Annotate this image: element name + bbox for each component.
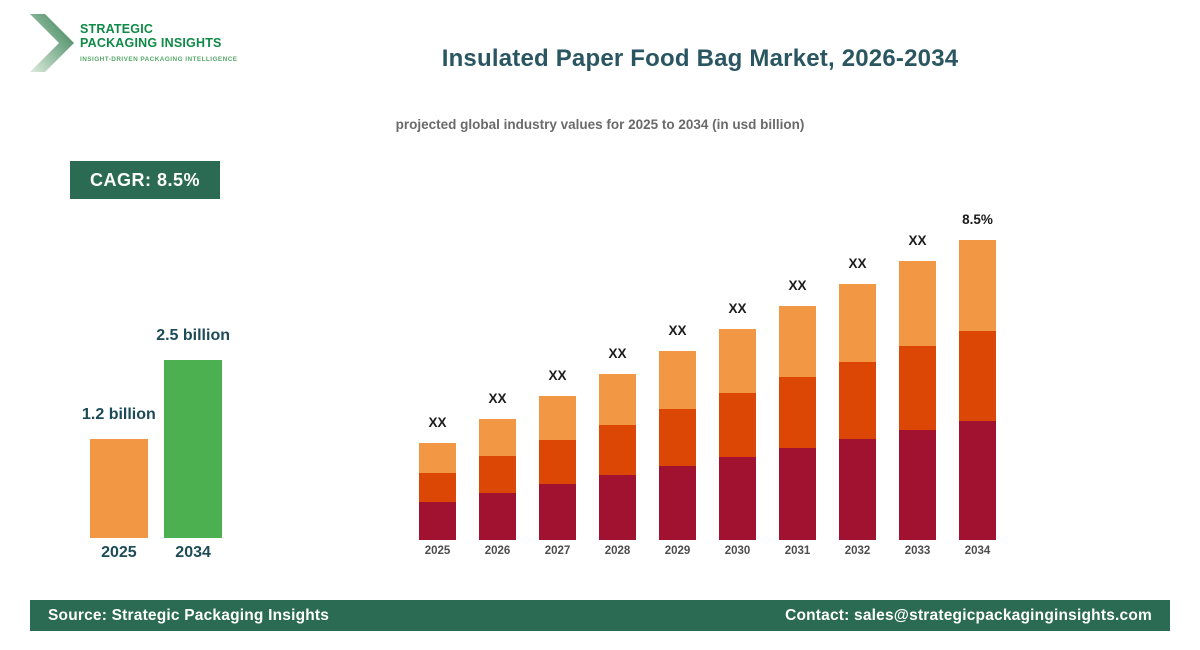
bar-value-label: XX — [848, 256, 867, 271]
bar-value-label: XX — [668, 323, 687, 338]
stacked-bar-chart: XX 2025 XX 2026 XX 2027 XX 2028 XX 2029 XX 2030 XX 20… — [419, 212, 996, 557]
mini-comparison-chart: 1.2 billion 2025 2.5 billion 2034 — [82, 327, 230, 562]
bar-segment-segment-bottom — [419, 502, 456, 540]
x-axis-label: 2026 — [484, 545, 511, 557]
x-axis-label: 2028 — [604, 545, 631, 557]
bar-segment-segment-bottom — [899, 430, 936, 540]
brand-logo: STRATEGIC PACKAGING INSIGHTS INSIGHT-DRI… — [30, 14, 238, 72]
x-axis-label: 2034 — [175, 544, 211, 561]
bar — [89, 439, 148, 538]
bar-segment-segment-top — [719, 329, 756, 393]
bar-segment-segment-middle — [959, 331, 996, 421]
bar-value-label: XX — [788, 278, 807, 293]
brand-line1: STRATEGIC — [80, 22, 154, 36]
bar-segment-segment-middle — [599, 425, 636, 475]
stacked-bar — [599, 374, 636, 540]
x-axis-label: 2031 — [784, 545, 811, 557]
bar-segment-segment-top — [779, 306, 816, 377]
cagr-badge: CAGR: 8.5% — [70, 161, 220, 199]
bar-segment-segment-middle — [779, 377, 816, 448]
page-title: Insulated Paper Food Bag Market, 2026-20… — [441, 45, 959, 72]
bar-segment-segment-top — [599, 374, 636, 425]
stacked-bar — [959, 240, 996, 540]
bar-value-label: 8.5% — [962, 212, 993, 227]
bar-segment-segment-top — [959, 240, 996, 331]
footer-contact: Contact: sales@strategicpackaginginsight… — [785, 606, 1152, 624]
brand-name: STRATEGIC PACKAGING INSIGHTS INSIGHT-DRI… — [80, 14, 238, 63]
bar-segment-segment-bottom — [539, 484, 576, 540]
stacked-chart-column: XX 2029 — [659, 323, 696, 557]
stacked-chart-column: XX 2033 — [899, 233, 936, 557]
chevron-arrow-icon — [30, 14, 74, 72]
stacked-bar — [479, 419, 516, 540]
bar-segment-segment-middle — [839, 362, 876, 439]
bar-value-label: XX — [548, 368, 567, 383]
bar-value-label: XX — [488, 391, 507, 406]
bar-segment-segment-bottom — [959, 421, 996, 540]
bar-segment-segment-top — [899, 261, 936, 346]
stacked-chart-column: 8.5% 2034 — [959, 212, 996, 557]
stacked-chart-column: XX 2027 — [539, 368, 576, 557]
stacked-bar — [419, 443, 456, 540]
stacked-bar — [899, 261, 936, 540]
x-axis-label: 2032 — [844, 545, 871, 557]
bar-segment-segment-bottom — [839, 439, 876, 540]
footer-source: Source: Strategic Packaging Insights — [48, 606, 330, 624]
bar-segment-segment-middle — [899, 346, 936, 430]
bar-segment-segment-middle — [419, 473, 456, 502]
x-axis-label: 2025 — [101, 544, 137, 561]
stacked-chart-column: XX 2031 — [779, 278, 816, 557]
page-subtitle: projected global industry values for 202… — [395, 117, 805, 132]
bar-segment-segment-middle — [539, 440, 576, 484]
x-axis-label: 2025 — [424, 545, 451, 557]
bar-segment-segment-top — [839, 284, 876, 362]
stacked-bar — [839, 284, 876, 540]
stacked-chart-column: XX 2026 — [479, 391, 516, 557]
bar-segment-segment-bottom — [659, 466, 696, 540]
stacked-bar — [659, 351, 696, 540]
bar-value-label: 1.2 billion — [82, 406, 156, 423]
bar-segment-segment-top — [479, 419, 516, 456]
bar-value-label: XX — [728, 301, 747, 316]
bar-segment-segment-top — [419, 443, 456, 473]
bar-segment-segment-bottom — [599, 475, 636, 540]
x-axis-label: 2033 — [904, 545, 931, 557]
stacked-chart-column: XX 2028 — [599, 346, 636, 557]
bar-value-label: XX — [908, 233, 927, 248]
x-axis-label: 2027 — [544, 545, 571, 557]
bar-value-label: XX — [608, 346, 627, 361]
bar-segment-segment-top — [539, 396, 576, 440]
footer-bar: Source: Strategic Packaging Insights Con… — [30, 600, 1170, 631]
x-axis-label: 2030 — [724, 545, 751, 557]
bar-segment-segment-middle — [479, 456, 516, 493]
bar-segment-segment-bottom — [779, 448, 816, 540]
bar-value-label: 2.5 billion — [156, 327, 230, 344]
stacked-chart-column: XX 2032 — [839, 256, 876, 557]
stacked-bar — [539, 396, 576, 540]
stacked-bar — [779, 306, 816, 540]
stacked-chart-column: XX 2025 — [419, 415, 456, 557]
bar-segment-segment-bottom — [479, 493, 516, 540]
bar-segment-segment-top — [659, 351, 696, 409]
stacked-chart-column: XX 2030 — [719, 301, 756, 557]
brand-line2: PACKAGING INSIGHTS — [80, 36, 222, 50]
bar — [164, 360, 223, 538]
mini-chart-column: 2.5 billion 2034 — [156, 327, 230, 562]
bar-segment-segment-bottom — [719, 457, 756, 540]
bar-value-label: XX — [428, 415, 447, 430]
x-axis-label: 2029 — [664, 545, 691, 557]
mini-chart-column: 1.2 billion 2025 — [82, 406, 156, 562]
bar-segment-segment-middle — [659, 409, 696, 466]
brand-tagline: INSIGHT-DRIVEN PACKAGING INTELLIGENCE — [80, 56, 238, 63]
x-axis-label: 2034 — [964, 545, 991, 557]
stacked-bar — [719, 329, 756, 540]
bar-segment-segment-middle — [719, 393, 756, 457]
